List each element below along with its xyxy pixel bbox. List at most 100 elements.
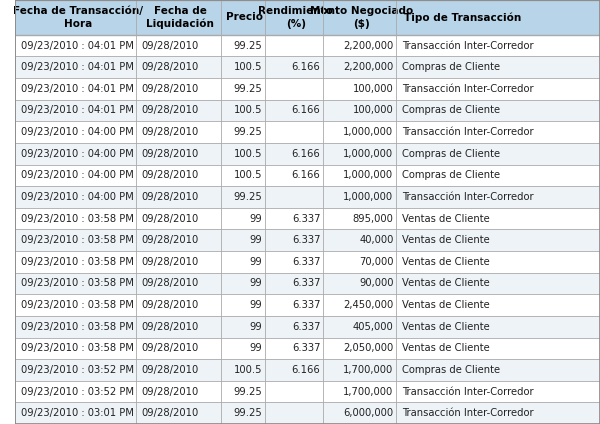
Text: Transacción Inter-Corredor: Transacción Inter-Corredor (401, 127, 533, 137)
Text: 6.337: 6.337 (292, 214, 320, 223)
Text: 09/28/2010: 09/28/2010 (142, 235, 199, 245)
Text: Transacción Inter-Corredor: Transacción Inter-Corredor (401, 41, 533, 50)
Text: Transacción Inter-Corredor: Transacción Inter-Corredor (401, 408, 533, 418)
Text: 09/28/2010: 09/28/2010 (142, 257, 199, 267)
Text: 1,700,000: 1,700,000 (343, 387, 394, 396)
Text: 2,050,000: 2,050,000 (343, 343, 394, 353)
Bar (15, 143, 600, 165)
Text: 1,000,000: 1,000,000 (343, 127, 394, 137)
Text: 09/28/2010: 09/28/2010 (142, 387, 199, 396)
Text: 09/23/2010 : 04:01 PM: 09/23/2010 : 04:01 PM (22, 41, 134, 50)
Text: 09/28/2010: 09/28/2010 (142, 84, 199, 94)
Text: 09/28/2010: 09/28/2010 (142, 300, 199, 310)
Text: Ventas de Cliente: Ventas de Cliente (401, 235, 490, 245)
Text: 99.25: 99.25 (233, 127, 262, 137)
Text: 09/28/2010: 09/28/2010 (142, 214, 199, 223)
Text: 6,000,000: 6,000,000 (343, 408, 394, 418)
Text: 99: 99 (249, 235, 262, 245)
Text: 100.5: 100.5 (233, 62, 262, 72)
Text: 99: 99 (249, 214, 262, 223)
Text: 09/23/2010 : 04:01 PM: 09/23/2010 : 04:01 PM (22, 106, 134, 115)
Text: 405,000: 405,000 (353, 322, 394, 332)
Text: 99: 99 (249, 322, 262, 332)
Text: 99.25: 99.25 (233, 408, 262, 418)
Text: 6.337: 6.337 (292, 279, 320, 288)
Text: 09/28/2010: 09/28/2010 (142, 408, 199, 418)
Text: 09/23/2010 : 04:00 PM: 09/23/2010 : 04:00 PM (22, 192, 134, 202)
Text: 09/23/2010 : 03:58 PM: 09/23/2010 : 03:58 PM (22, 214, 134, 223)
Text: 6.337: 6.337 (292, 235, 320, 245)
Text: 09/23/2010 : 03:58 PM: 09/23/2010 : 03:58 PM (22, 235, 134, 245)
Text: Monto Negociado
($): Monto Negociado ($) (310, 6, 413, 28)
Text: Ventas de Cliente: Ventas de Cliente (401, 257, 490, 267)
Text: 99.25: 99.25 (233, 387, 262, 396)
Bar (15, 208, 600, 229)
Text: Compras de Cliente: Compras de Cliente (401, 149, 500, 159)
Text: 99: 99 (249, 343, 262, 353)
Bar (15, 381, 600, 402)
Text: Compras de Cliente: Compras de Cliente (401, 170, 500, 180)
Text: 99.25: 99.25 (233, 192, 262, 202)
Text: 1,700,000: 1,700,000 (343, 365, 394, 375)
Text: 09/28/2010: 09/28/2010 (142, 170, 199, 180)
Text: 09/28/2010: 09/28/2010 (142, 41, 199, 50)
Text: 100,000: 100,000 (353, 106, 394, 115)
Text: 6.166: 6.166 (292, 62, 320, 72)
Text: Precio: Precio (226, 12, 263, 22)
Text: 99: 99 (249, 279, 262, 288)
Text: 09/23/2010 : 03:52 PM: 09/23/2010 : 03:52 PM (22, 387, 134, 396)
Text: 99.25: 99.25 (233, 41, 262, 50)
Text: 6.166: 6.166 (292, 365, 320, 375)
Text: 09/23/2010 : 03:52 PM: 09/23/2010 : 03:52 PM (22, 365, 134, 375)
Text: 1,000,000: 1,000,000 (343, 149, 394, 159)
Text: Tipo de Transacción: Tipo de Transacción (404, 12, 521, 22)
Text: 09/28/2010: 09/28/2010 (142, 322, 199, 332)
Bar (15, 35, 600, 56)
Text: Ventas de Cliente: Ventas de Cliente (401, 214, 490, 223)
Text: 100.5: 100.5 (233, 106, 262, 115)
Text: 09/28/2010: 09/28/2010 (142, 279, 199, 288)
Text: 1,000,000: 1,000,000 (343, 192, 394, 202)
Text: 895,000: 895,000 (353, 214, 394, 223)
Text: 09/23/2010 : 03:01 PM: 09/23/2010 : 03:01 PM (22, 408, 134, 418)
Text: 90,000: 90,000 (359, 279, 394, 288)
Text: 09/23/2010 : 04:00 PM: 09/23/2010 : 04:00 PM (22, 149, 134, 159)
Bar (15, 186, 600, 208)
Text: 09/28/2010: 09/28/2010 (142, 365, 199, 375)
Text: 70,000: 70,000 (359, 257, 394, 267)
Text: Ventas de Cliente: Ventas de Cliente (401, 279, 490, 288)
Bar (15, 121, 600, 143)
Text: Fecha de Transacción/
Hora: Fecha de Transacción/ Hora (13, 6, 143, 28)
Text: Ventas de Cliente: Ventas de Cliente (401, 343, 490, 353)
Text: 100.5: 100.5 (233, 365, 262, 375)
Text: Transacción Inter-Corredor: Transacción Inter-Corredor (401, 192, 533, 202)
Bar (15, 56, 600, 78)
Text: 100.5: 100.5 (233, 170, 262, 180)
Text: 09/23/2010 : 04:00 PM: 09/23/2010 : 04:00 PM (22, 170, 134, 180)
Bar (15, 402, 600, 424)
Text: 09/28/2010: 09/28/2010 (142, 127, 199, 137)
Text: Compras de Cliente: Compras de Cliente (401, 62, 500, 72)
Text: 100,000: 100,000 (353, 84, 394, 94)
Text: 09/28/2010: 09/28/2010 (142, 149, 199, 159)
Text: Compras de Cliente: Compras de Cliente (401, 106, 500, 115)
Text: 6.337: 6.337 (292, 300, 320, 310)
Text: 99: 99 (249, 300, 262, 310)
Text: 6.337: 6.337 (292, 257, 320, 267)
Bar (15, 229, 600, 251)
Text: 09/23/2010 : 04:01 PM: 09/23/2010 : 04:01 PM (22, 84, 134, 94)
Text: 99.25: 99.25 (233, 84, 262, 94)
Text: 6.337: 6.337 (292, 343, 320, 353)
Text: 2,200,000: 2,200,000 (343, 62, 394, 72)
Text: Rendimiento
(%): Rendimiento (%) (259, 6, 333, 28)
Text: Ventas de Cliente: Ventas de Cliente (401, 300, 490, 310)
Text: 6.166: 6.166 (292, 170, 320, 180)
Text: 99: 99 (249, 257, 262, 267)
Text: 6.166: 6.166 (292, 149, 320, 159)
Text: 09/23/2010 : 03:58 PM: 09/23/2010 : 03:58 PM (22, 257, 134, 267)
Text: 09/23/2010 : 03:58 PM: 09/23/2010 : 03:58 PM (22, 279, 134, 288)
Bar (15, 338, 600, 359)
Text: 09/23/2010 : 04:01 PM: 09/23/2010 : 04:01 PM (22, 62, 134, 72)
Bar (15, 165, 600, 186)
Bar (15, 359, 600, 381)
